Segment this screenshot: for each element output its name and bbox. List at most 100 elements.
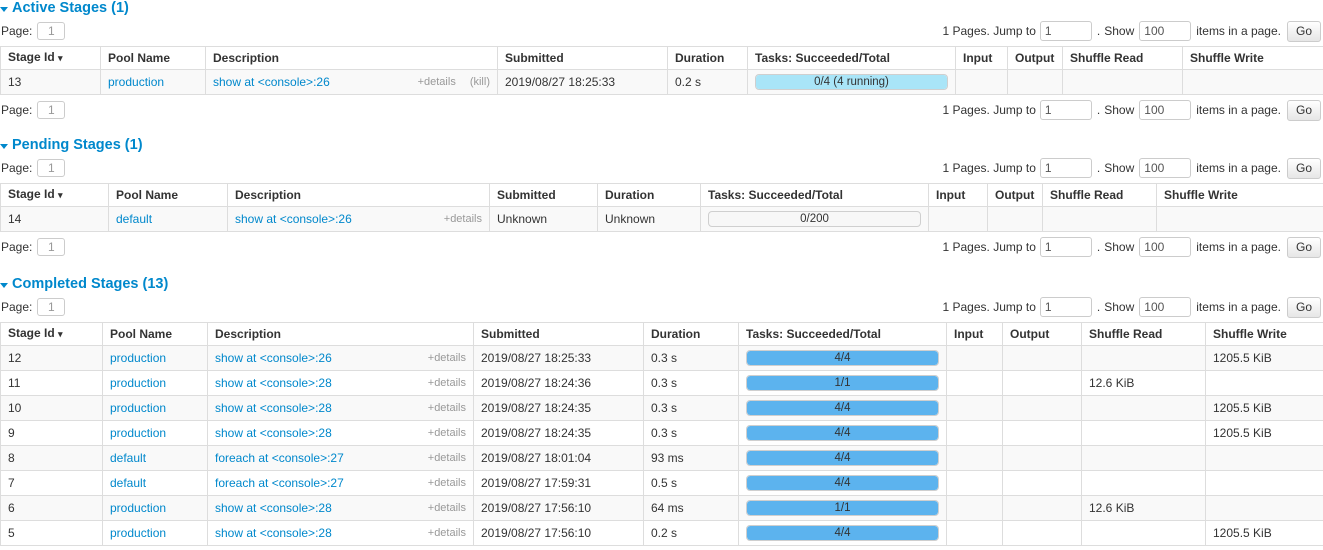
cell-duration: 93 ms [643, 445, 739, 471]
jump-to-input[interactable] [1039, 158, 1092, 178]
col-output[interactable]: Output [1007, 46, 1063, 70]
page-size-input[interactable] [1139, 21, 1192, 41]
description-link[interactable]: show at <console>:26 [213, 74, 330, 89]
col-description[interactable]: Description [205, 46, 498, 70]
pool-link[interactable]: default [110, 450, 147, 465]
go-button[interactable]: Go [1286, 20, 1321, 42]
table-row: 7 default foreach at <console>:27 +details 2… [0, 470, 1323, 496]
details-toggle[interactable]: +details [427, 476, 466, 489]
go-button[interactable]: Go [1286, 296, 1321, 318]
pages-count-text: 1 Pages. Jump to [942, 103, 1036, 117]
description-link[interactable]: show at <console>:28 [215, 375, 332, 390]
details-toggle[interactable]: +details [427, 401, 466, 414]
page-number-input[interactable] [37, 159, 66, 177]
col-input[interactable]: Input [928, 183, 988, 207]
pool-link[interactable]: default [110, 475, 147, 490]
page-size-input[interactable] [1139, 297, 1192, 317]
cell-tasks: 4/4 [738, 520, 947, 546]
page-size-input[interactable] [1139, 158, 1192, 178]
pool-link[interactable]: production [110, 525, 167, 540]
cell-stage-id: 11 [0, 370, 103, 396]
description-link[interactable]: show at <console>:26 [215, 350, 332, 365]
page-number-input[interactable] [37, 238, 66, 256]
pool-link[interactable]: production [110, 375, 167, 390]
jump-to-input[interactable] [1039, 100, 1092, 120]
details-toggle[interactable]: +details [427, 426, 466, 439]
col-description[interactable]: Description [227, 183, 490, 207]
col-stage-id[interactable]: Stage Id ▾ [0, 183, 109, 207]
col-description[interactable]: Description [207, 322, 474, 346]
details-toggle[interactable]: +details [427, 351, 466, 364]
cell-input [928, 206, 988, 232]
table-header-row: Stage Id ▾ Pool Name Description Submitt… [0, 322, 1323, 346]
description-link[interactable]: show at <console>:28 [215, 500, 332, 515]
pool-link[interactable]: production [110, 350, 167, 365]
description-link[interactable]: foreach at <console>:27 [215, 475, 344, 490]
description-wrapper: foreach at <console>:27 +details [215, 450, 466, 465]
col-output[interactable]: Output [1002, 322, 1082, 346]
details-toggle[interactable]: +details [427, 376, 466, 389]
go-button[interactable]: Go [1286, 236, 1321, 258]
page-number-input[interactable] [37, 298, 66, 316]
description-link[interactable]: show at <console>:28 [215, 425, 332, 440]
details-toggle[interactable]: +details [427, 501, 466, 514]
col-submitted[interactable]: Submitted [497, 46, 668, 70]
go-button[interactable]: Go [1286, 157, 1321, 179]
pool-link[interactable]: default [116, 211, 153, 226]
col-duration[interactable]: Duration [597, 183, 701, 207]
col-shuffle-read[interactable]: Shuffle Read [1042, 183, 1157, 207]
description-link[interactable]: foreach at <console>:27 [215, 450, 344, 465]
col-input[interactable]: Input [946, 322, 1003, 346]
col-tasks[interactable]: Tasks: Succeeded/Total [700, 183, 929, 207]
col-shuffle-read[interactable]: Shuffle Read [1062, 46, 1183, 70]
section-header-completed[interactable]: Completed Stages (13) [0, 276, 1323, 292]
details-toggle[interactable]: +details [417, 75, 456, 88]
section-header-pending[interactable]: Pending Stages (1) [0, 137, 1323, 153]
pool-link[interactable]: production [110, 400, 167, 415]
col-shuffle-write[interactable]: Shuffle Write [1205, 322, 1323, 346]
page-size-input[interactable] [1139, 100, 1192, 120]
kill-link[interactable]: (kill) [469, 75, 490, 88]
col-shuffle-write[interactable]: Shuffle Write [1156, 183, 1323, 207]
task-progress-bar: 1/1 [746, 375, 939, 391]
description-link[interactable]: show at <console>:28 [215, 400, 332, 415]
pool-link[interactable]: production [110, 425, 167, 440]
go-button[interactable]: Go [1286, 99, 1321, 121]
cell-output [1002, 445, 1082, 471]
details-toggle[interactable]: +details [427, 451, 466, 464]
section-header-active[interactable]: Active Stages (1) [0, 0, 1323, 16]
col-submitted[interactable]: Submitted [489, 183, 598, 207]
jump-to-input[interactable] [1039, 237, 1092, 257]
cell-stage-id: 5 [0, 520, 103, 546]
page-size-input[interactable] [1139, 237, 1192, 257]
col-shuffle-write[interactable]: Shuffle Write [1182, 46, 1323, 70]
col-pool-name[interactable]: Pool Name [102, 322, 208, 346]
col-shuffle-read[interactable]: Shuffle Read [1081, 322, 1206, 346]
details-toggle[interactable]: +details [443, 212, 482, 225]
col-stage-id[interactable]: Stage Id ▾ [0, 322, 103, 346]
task-progress-fill [747, 476, 938, 490]
details-toggle[interactable]: +details [427, 526, 466, 539]
page-number-input[interactable] [37, 22, 66, 40]
col-tasks[interactable]: Tasks: Succeeded/Total [738, 322, 947, 346]
col-input[interactable]: Input [955, 46, 1008, 70]
caret-down-icon [0, 143, 8, 149]
col-duration[interactable]: Duration [643, 322, 739, 346]
description-link[interactable]: show at <console>:26 [235, 211, 352, 226]
description-link[interactable]: show at <console>:28 [215, 525, 332, 540]
cell-submitted: 2019/08/27 17:56:10 [473, 495, 644, 521]
col-pool-name[interactable]: Pool Name [108, 183, 228, 207]
col-submitted[interactable]: Submitted [473, 322, 644, 346]
description-actions: +details (kill) [418, 76, 490, 89]
col-duration[interactable]: Duration [667, 46, 748, 70]
col-pool-name[interactable]: Pool Name [100, 46, 206, 70]
pool-link[interactable]: production [108, 74, 165, 89]
cell-submitted: 2019/08/27 18:24:36 [473, 370, 644, 396]
jump-to-input[interactable] [1039, 21, 1092, 41]
page-number-input[interactable] [37, 101, 66, 119]
col-stage-id[interactable]: Stage Id ▾ [0, 46, 101, 70]
col-output[interactable]: Output [987, 183, 1043, 207]
jump-to-input[interactable] [1039, 297, 1092, 317]
pool-link[interactable]: production [110, 500, 167, 515]
col-tasks[interactable]: Tasks: Succeeded/Total [747, 46, 956, 70]
